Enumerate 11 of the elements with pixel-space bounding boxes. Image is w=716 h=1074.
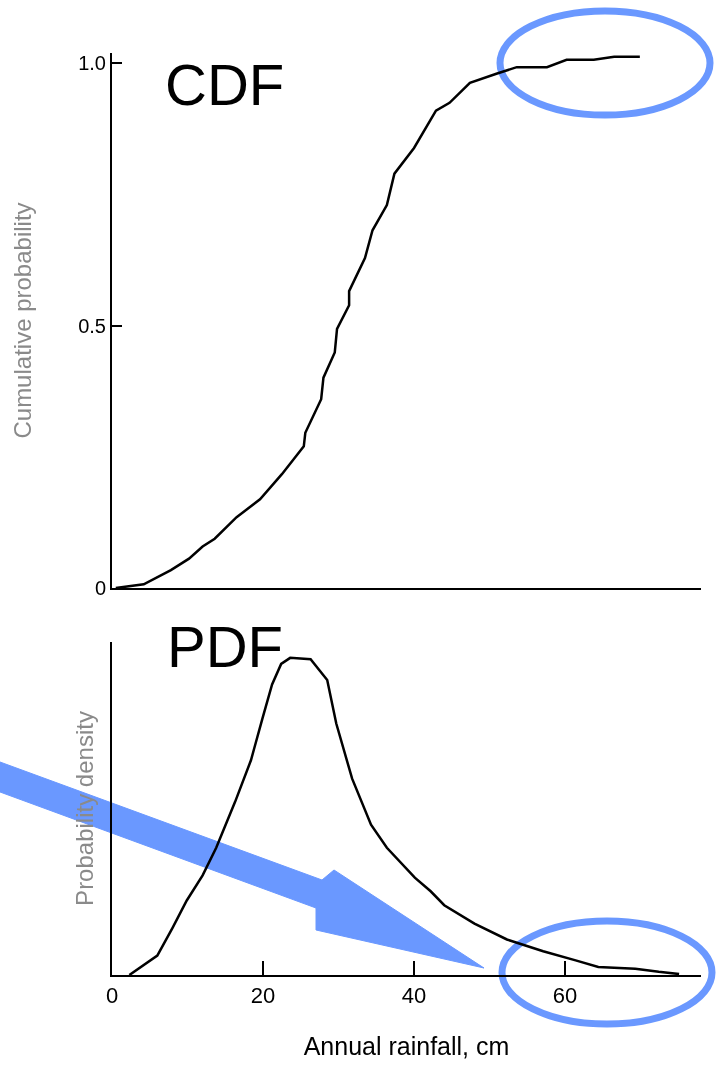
chart-title: CDF: [165, 52, 285, 117]
x-tick-label: 40: [401, 983, 427, 1009]
chart-title: PDF: [167, 614, 283, 679]
y-axis-title: Cumulative probability: [8, 202, 36, 439]
y-tick-label: 0: [94, 577, 106, 599]
y-axis-title: Probability density: [70, 711, 98, 906]
x-axis-title: Annual rainfall, cm: [303, 1031, 510, 1060]
y-tick-label: 1.0: [78, 52, 106, 75]
x-tick-label: 60: [552, 983, 578, 1009]
x-tick-label: 20: [250, 983, 276, 1009]
y-tick-label: 0.5: [78, 314, 106, 337]
